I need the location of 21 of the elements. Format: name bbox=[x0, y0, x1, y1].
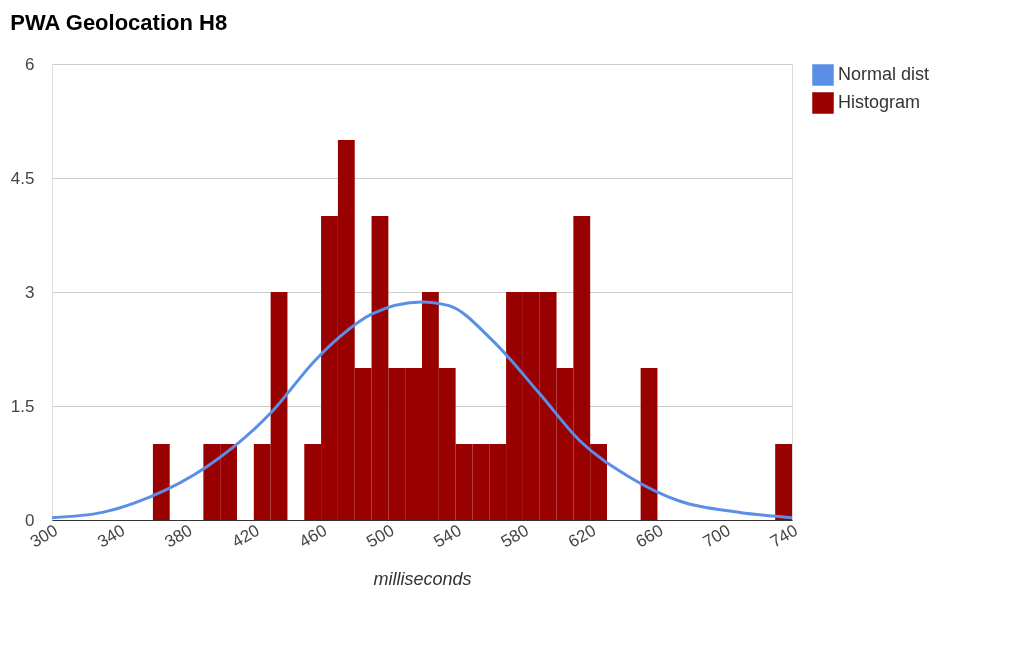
y-tick-label: 1.5 bbox=[10, 396, 35, 416]
x-tick-label: 740 bbox=[766, 520, 801, 552]
x-tick-label: 340 bbox=[94, 520, 129, 552]
x-tick-label: 660 bbox=[632, 520, 667, 552]
y-tick-label: 3 bbox=[25, 282, 35, 302]
chart-title: PWA Geolocation H8 bbox=[10, 10, 228, 35]
x-tick-label: 540 bbox=[430, 520, 465, 552]
legend-label: Histogram bbox=[838, 92, 921, 112]
x-tick-label: 700 bbox=[699, 520, 734, 552]
y-tick-label: 4.5 bbox=[10, 168, 35, 188]
x-tick-label: 460 bbox=[296, 520, 331, 552]
x-tick-label: 500 bbox=[363, 520, 398, 552]
x-tick-label: 380 bbox=[161, 520, 196, 552]
x-tick-label: 620 bbox=[565, 520, 600, 552]
y-tick-label: 6 bbox=[25, 54, 35, 74]
x-tick-label: 420 bbox=[228, 520, 263, 552]
x-axis-title: milliseconds bbox=[373, 568, 472, 589]
x-tick-label: 580 bbox=[497, 520, 532, 552]
y-tick-label: 0 bbox=[25, 510, 35, 530]
line-series bbox=[50, 300, 794, 520]
legend-label: Normal dist bbox=[838, 64, 930, 84]
